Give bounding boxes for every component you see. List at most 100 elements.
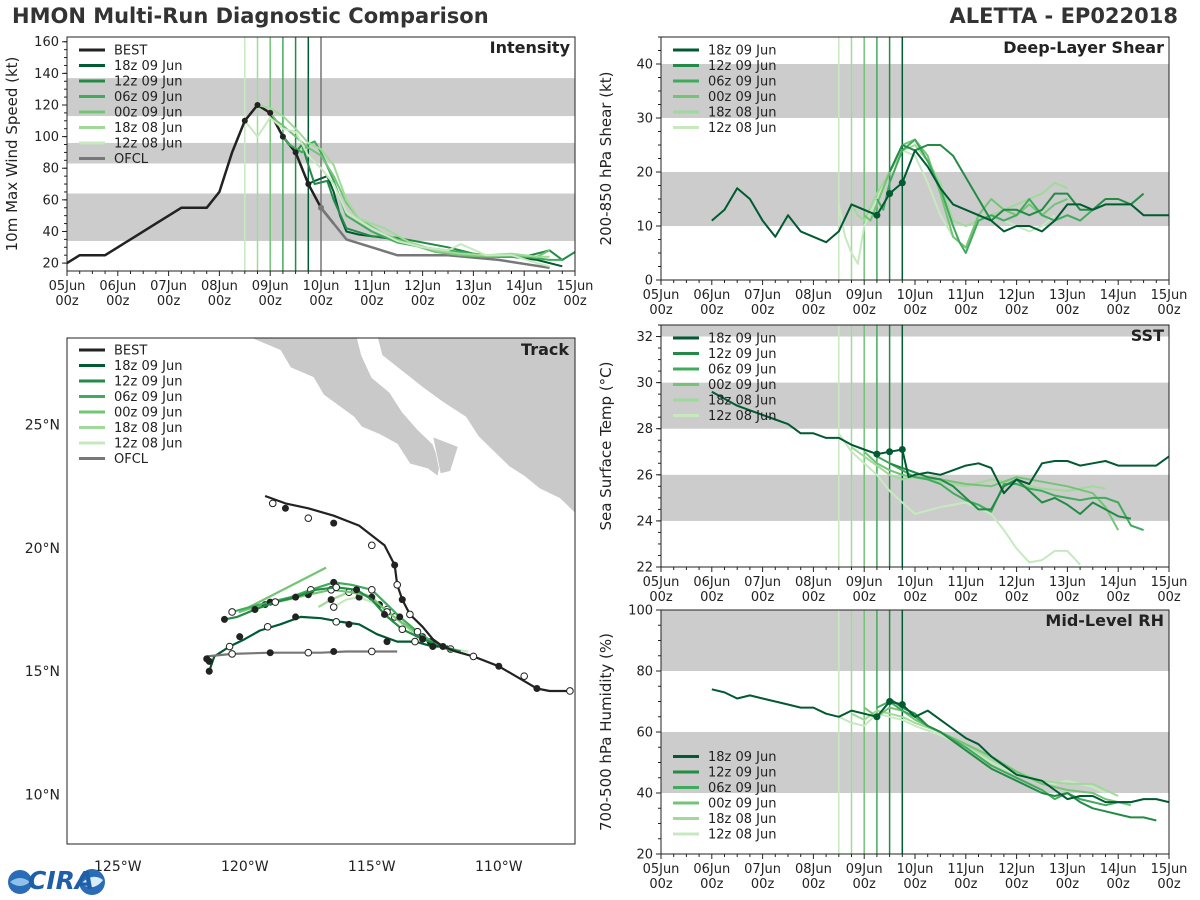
sst-series-06z-09-jun xyxy=(876,455,1144,532)
sst-xtick-date: 06Jun xyxy=(693,575,730,590)
track-point-filled xyxy=(203,655,211,663)
sst-title: SST xyxy=(1131,326,1164,345)
sst-legend-label: 06z 09 Jun xyxy=(708,363,777,378)
rh-ytick-label: 20 xyxy=(636,848,653,863)
sst-xtick-date: 15Jun xyxy=(1151,575,1188,590)
track-point-open xyxy=(566,687,574,695)
intensity-best-marker xyxy=(254,101,261,108)
shear-title: Deep-Layer Shear xyxy=(1003,38,1164,57)
intensity-xtick-date: 07Jun xyxy=(150,279,187,294)
track-point-open xyxy=(368,647,376,656)
track-ytick-label: 25°N xyxy=(25,417,60,433)
sst-xtick-hour: 00z xyxy=(1056,590,1080,605)
rh-xtick-date: 13Jun xyxy=(1049,862,1086,877)
baja-cape-region xyxy=(432,436,459,475)
shear-xtick-hour: 00z xyxy=(1157,303,1181,318)
intensity-ytick-label: 80 xyxy=(42,162,59,177)
intensity-legend-label: 12z 09 Jun xyxy=(114,75,183,90)
sst-xtick-hour: 00z xyxy=(1107,590,1131,605)
shear-init-marker xyxy=(886,190,894,198)
intensity-xtick-date: 06Jun xyxy=(99,279,136,294)
track-ytick-label: 10°N xyxy=(25,788,60,804)
shear-xtick-date: 06Jun xyxy=(693,288,730,303)
intensity-xtick-hour: 00z xyxy=(513,294,537,309)
intensity-best-marker xyxy=(267,109,274,116)
rh-series-12z-09-jun xyxy=(889,697,1157,822)
rh-legend-label: 06z 09 Jun xyxy=(708,781,777,796)
sst-xtick-date: 08Jun xyxy=(795,575,832,590)
rh-title: Mid-Level RH xyxy=(1045,611,1164,630)
sst-xtick-date: 14Jun xyxy=(1100,575,1137,590)
track-point-open xyxy=(329,603,338,611)
shear-xtick-hour: 00z xyxy=(802,303,826,318)
shear-xtick-date: 12Jun xyxy=(998,288,1035,303)
rh-xtick-hour: 00z xyxy=(954,877,978,892)
track-point-open xyxy=(332,618,341,626)
rh-xtick-date: 05Jun xyxy=(643,862,680,877)
sst-ytick-label: 30 xyxy=(636,376,653,391)
rh-legend-label: 18z 09 Jun xyxy=(708,750,777,765)
intensity-xtick-hour: 00z xyxy=(157,294,181,309)
track-frame xyxy=(66,337,576,845)
shear-xtick-date: 09Jun xyxy=(846,288,883,303)
intensity-ytick-label: 120 xyxy=(34,98,59,113)
track-point-filled xyxy=(327,596,335,604)
rh-xtick-hour: 00z xyxy=(700,877,724,892)
rh-legend-label: 12z 09 Jun xyxy=(708,766,777,781)
shear-series-18z-09-jun xyxy=(711,149,1169,244)
globe-icon xyxy=(8,869,105,895)
track-point-filled xyxy=(429,643,437,651)
intensity-xtick-hour: 00z xyxy=(309,294,333,309)
rh-xtick-date: 15Jun xyxy=(1151,862,1188,877)
intensity-xtick-hour: 00z xyxy=(563,294,587,309)
rh-legend-label: 12z 08 Jun xyxy=(708,828,777,843)
shear-ytick-label: 30 xyxy=(636,112,653,127)
sst-ytick-label: 22 xyxy=(636,561,653,576)
track-title: Track xyxy=(521,340,569,359)
sst-series-18z-09-jun xyxy=(711,390,1169,495)
track-point-filled xyxy=(205,667,213,675)
rh-xtick-hour: 00z xyxy=(853,877,877,892)
intensity-series-group xyxy=(67,101,575,270)
intensity-xtick-hour: 00z xyxy=(411,294,435,309)
track-best xyxy=(264,494,570,693)
sst-series-18z-08-jun xyxy=(850,446,1106,492)
sst-series-group xyxy=(711,390,1169,566)
baja-california-peninsula xyxy=(249,338,441,477)
rh-band-0 xyxy=(661,732,1169,793)
intensity-xtick-date: 08Jun xyxy=(201,279,238,294)
intensity-legend-label: 06z 09 Jun xyxy=(114,90,183,105)
track-point-filled xyxy=(281,504,289,512)
intensity-xtick-hour: 00z xyxy=(55,294,79,309)
shear-xtick-hour: 00z xyxy=(1056,303,1080,318)
track-point-open xyxy=(413,627,422,636)
track-12z-09-jun xyxy=(224,586,461,653)
rh-xtick-date: 10Jun xyxy=(897,862,934,877)
intensity-ytick-label: 60 xyxy=(42,193,59,208)
sst-xtick-date: 12Jun xyxy=(998,575,1035,590)
shear-band-0 xyxy=(661,172,1169,226)
intensity-series-12z-08-jun xyxy=(244,116,550,268)
track-legend-label: 18z 09 Jun xyxy=(114,359,183,374)
shear-ylabel: 200-850 hPa Shear (kt) xyxy=(597,72,615,246)
track-point-filled xyxy=(495,662,503,670)
intensity-legend-label: 12z 08 Jun xyxy=(114,137,183,152)
intensity-ylabel: 10m Max Wind Speed (kt) xyxy=(3,57,21,252)
shear-xtick-hour: 00z xyxy=(1107,303,1131,318)
intensity-xtick-date: 05Jun xyxy=(49,279,86,294)
shear-legend-label: 12z 08 Jun xyxy=(708,121,777,136)
shear-xtick-date: 13Jun xyxy=(1049,288,1086,303)
shear-xtick-date: 07Jun xyxy=(744,288,781,303)
rh-ylabel: 700-500 hPa Humidity (%) xyxy=(597,633,615,831)
intensity-legend-label: BEST xyxy=(114,44,147,59)
sst-series-12z-08-jun xyxy=(837,432,1081,566)
sst-xtick-hour: 00z xyxy=(802,590,826,605)
rh-xtick-date: 09Jun xyxy=(846,862,883,877)
track-legend-label: 12z 09 Jun xyxy=(114,375,183,390)
shear-series-06z-09-jun xyxy=(876,138,1094,254)
track-point-open xyxy=(268,499,277,508)
sst-band-1 xyxy=(661,382,1169,429)
shear-xtick-hour: 00z xyxy=(1005,303,1029,318)
track-xtick-label: 120°W xyxy=(221,859,269,875)
sst-xtick-hour: 00z xyxy=(700,590,724,605)
